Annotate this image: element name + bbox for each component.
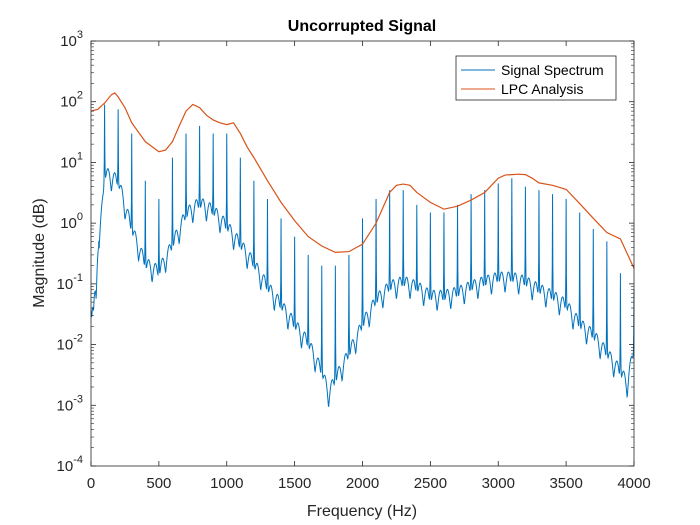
y-axis-label: Magnitude (dB) xyxy=(31,198,48,307)
x-tick-label: 500 xyxy=(146,475,171,492)
x-tick-label: 3500 xyxy=(549,475,582,492)
x-tick-label: 3000 xyxy=(482,475,515,492)
series-line-signal-spectrum xyxy=(90,104,635,408)
series-layer xyxy=(90,92,635,408)
y-tick-label: 10-3 xyxy=(57,393,83,414)
plot-frame xyxy=(90,40,635,467)
legend-label-lpc-analysis: LPC Analysis xyxy=(501,81,583,97)
y-tick-label: 101 xyxy=(60,150,83,171)
chart-title: Uncorrupted Signal xyxy=(288,18,436,35)
y-tick-label: 10-4 xyxy=(57,454,83,475)
x-tick-label: 1500 xyxy=(278,475,311,492)
x-tick-label: 2000 xyxy=(346,475,379,492)
x-tick-label: 4000 xyxy=(617,475,650,492)
x-tick-label: 2500 xyxy=(414,475,447,492)
y-tick-label: 10-2 xyxy=(57,333,83,354)
ticks-layer: 0 500 1000 1500 2000 2500 3000 3500 4000 10-4 10-3… xyxy=(57,29,651,492)
legend: Signal Spectrum LPC Analysis xyxy=(455,55,617,101)
x-axis-label: Frequency (Hz) xyxy=(307,503,417,520)
series-line-lpc-analysis xyxy=(90,92,635,269)
legend-label-signal-spectrum: Signal Spectrum xyxy=(501,62,604,78)
x-tick-label: 1000 xyxy=(210,475,243,492)
y-tick-label: 100 xyxy=(60,211,83,232)
y-tick-label: 102 xyxy=(60,90,83,111)
x-tick-label: 0 xyxy=(87,475,95,492)
legend-frame xyxy=(455,55,617,101)
y-tick-label: 103 xyxy=(60,29,83,50)
y-tick-label: 10-1 xyxy=(57,272,83,293)
